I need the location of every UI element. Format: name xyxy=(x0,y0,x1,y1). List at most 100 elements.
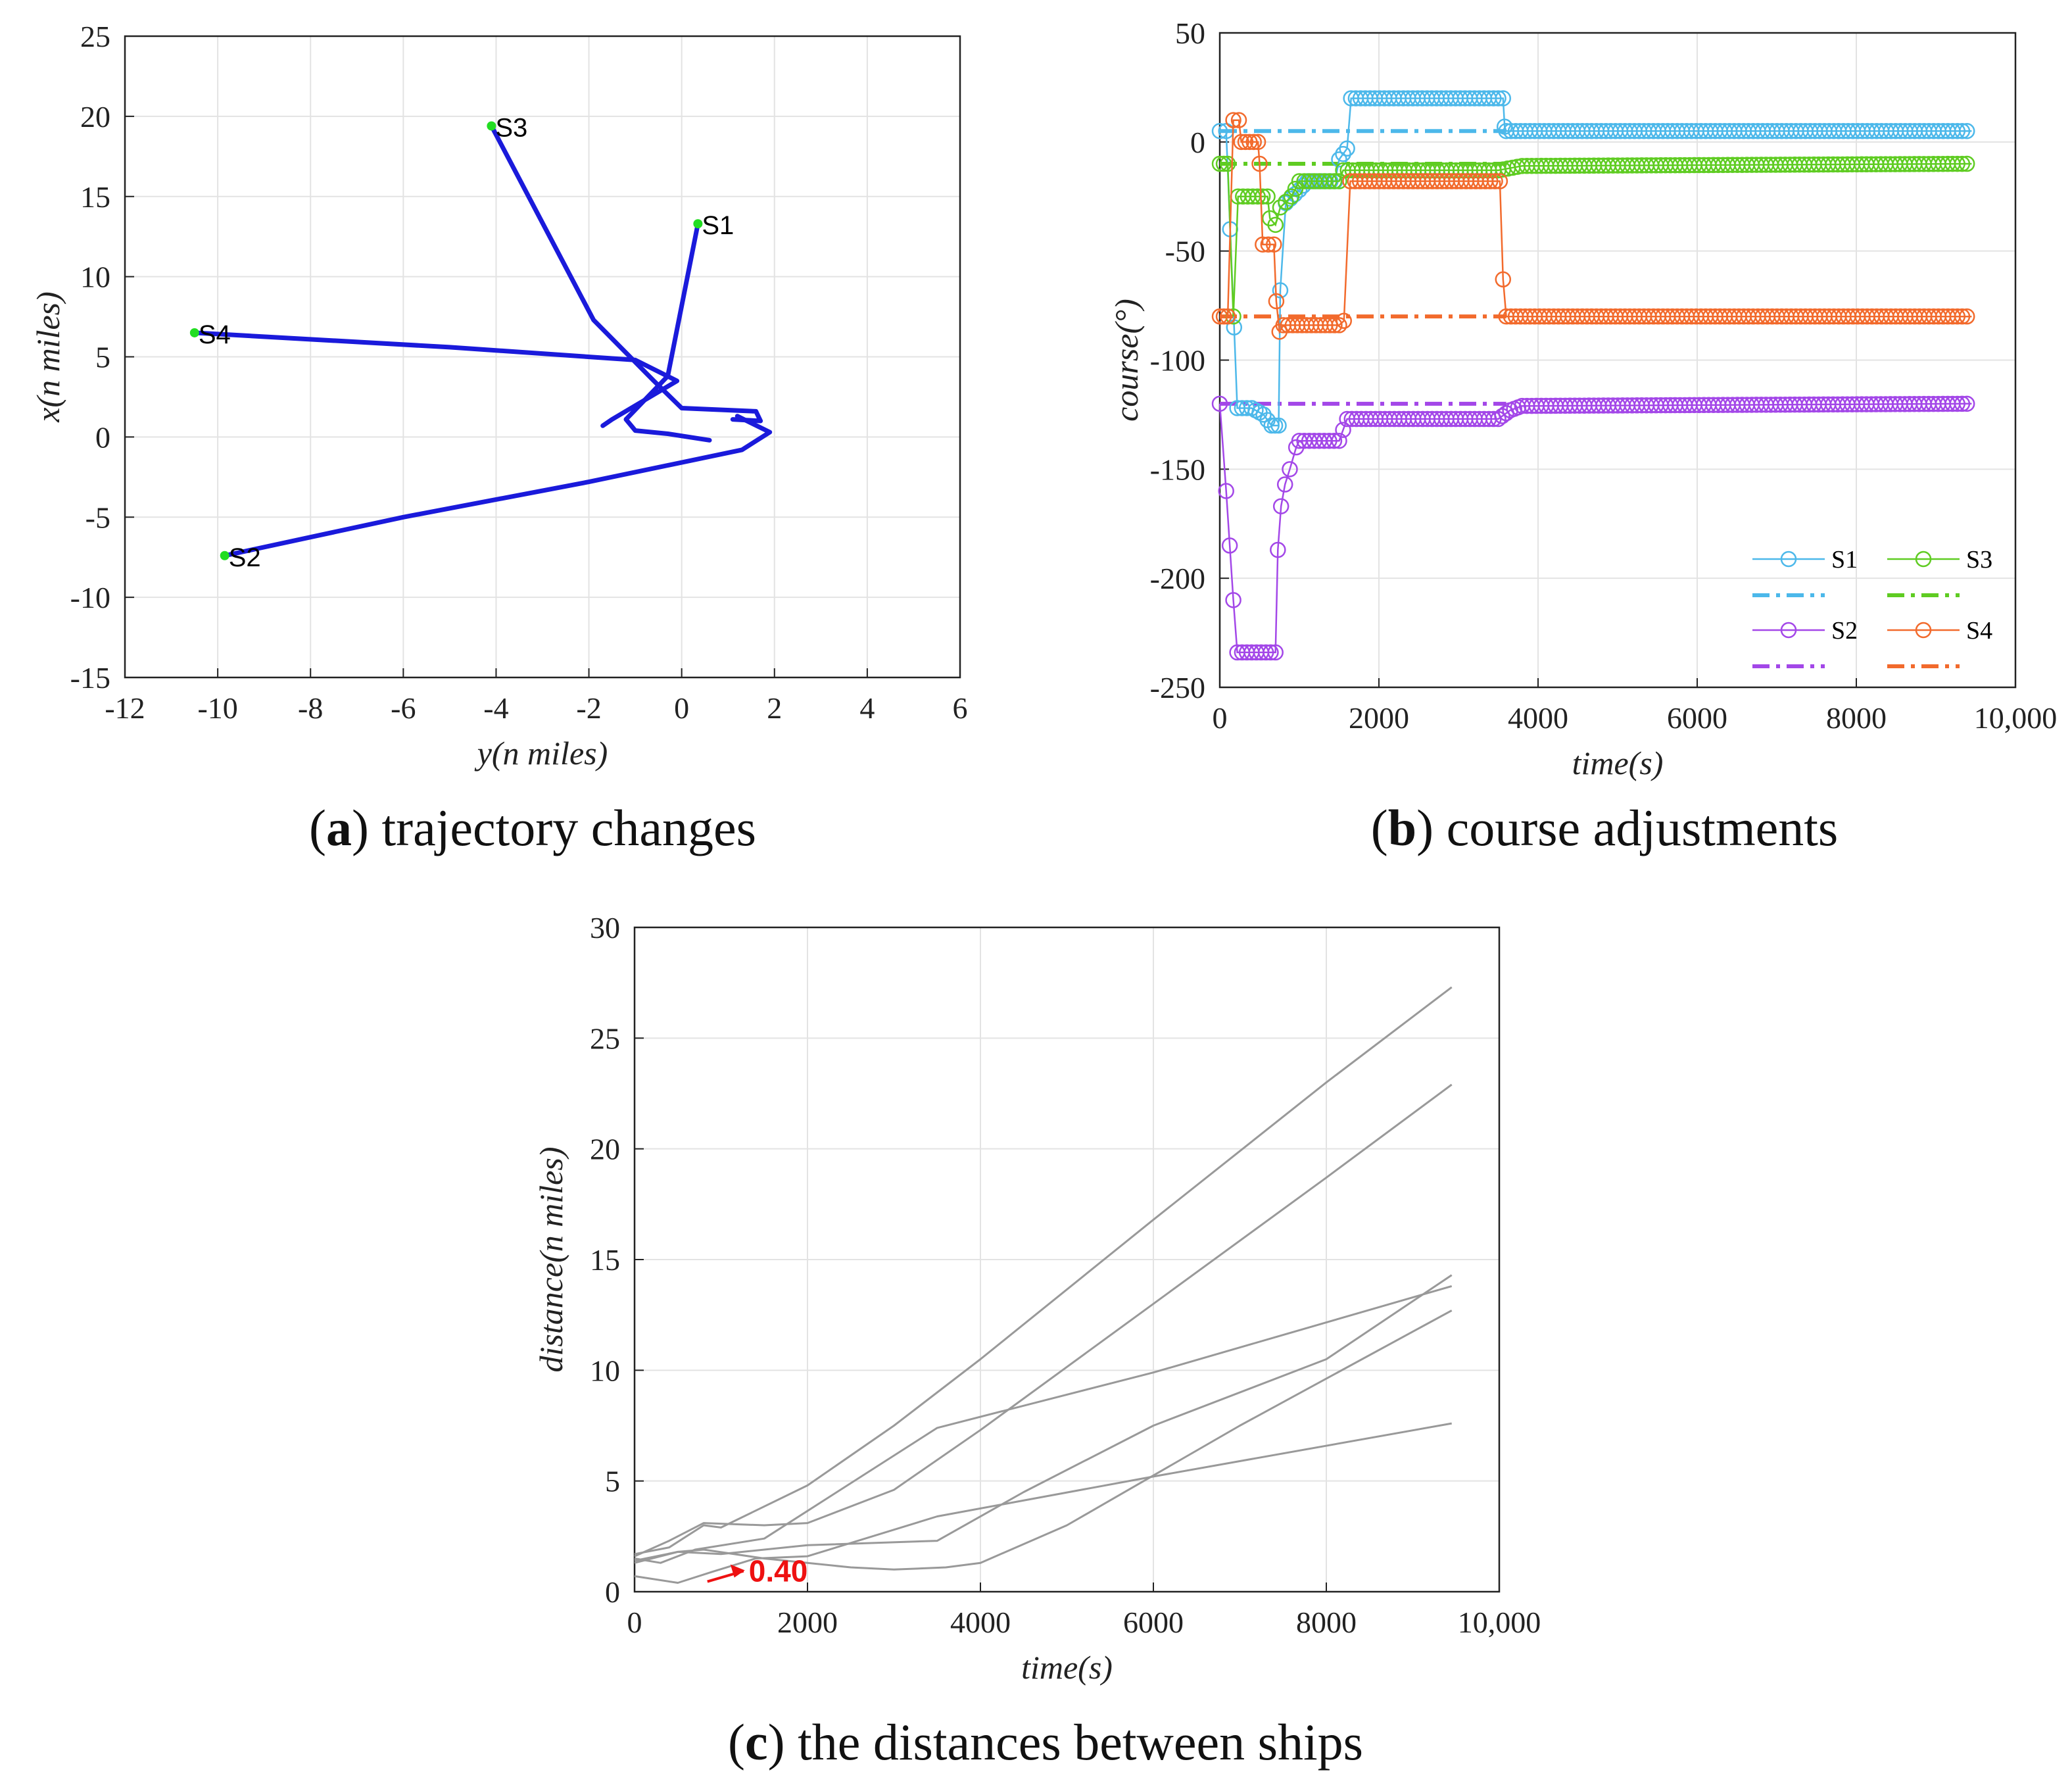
course-markers-S2 xyxy=(1211,395,1975,661)
course-marker-S4 xyxy=(1241,134,1258,151)
x-tick-label: 0 xyxy=(627,1606,642,1639)
caption-a-letter: a xyxy=(326,799,352,856)
course-marker-S3 xyxy=(1283,188,1300,205)
x-axis-label: time(s) xyxy=(1021,1649,1113,1686)
course-marker-S3 xyxy=(1249,188,1266,205)
caption-c-close: ) xyxy=(768,1713,785,1771)
course-marker-S4 xyxy=(1268,293,1285,310)
course-marker-S4 xyxy=(1266,236,1282,253)
ship-label-S1: S1 xyxy=(702,211,734,240)
y-tick-label: -10 xyxy=(70,581,110,614)
y-tick-label: 5 xyxy=(605,1465,620,1498)
course-marker-S4 xyxy=(1233,134,1249,151)
course-marker-S1 xyxy=(1263,417,1280,434)
distance-line-d4 xyxy=(634,1274,1453,1562)
legend-label-S3: S3 xyxy=(1966,546,1992,574)
legend-label-S1: S1 xyxy=(1831,546,1858,574)
y-tick-label: -50 xyxy=(1165,235,1205,268)
course-marker-S2 xyxy=(1490,410,1506,428)
course-marker-S2 xyxy=(1272,498,1289,514)
course-marker-S2 xyxy=(1326,432,1343,449)
course-marker-S2 xyxy=(1218,483,1234,499)
panel-c-distance: 0 2000 4000 6000 8000 10,000 0 5 10 15 20 25 30 time(… xyxy=(533,911,1541,1686)
y-tick-label: 10 xyxy=(590,1354,620,1387)
ship-label-S2: S2 xyxy=(229,543,261,572)
distance-line-d1 xyxy=(634,986,1453,1556)
legend-marker-S1 xyxy=(1780,551,1797,568)
course-marker-S2 xyxy=(1331,432,1347,449)
x-tick-label: 6000 xyxy=(1123,1606,1184,1639)
annotation-arrow-head xyxy=(730,1564,745,1578)
x-tick-label: 0 xyxy=(1213,701,1228,735)
course-marker-S4 xyxy=(1260,236,1277,253)
caption-b: (b) course adjustments xyxy=(1371,799,1839,856)
course-marker-S3 xyxy=(1331,173,1347,189)
x-tick-label: 6 xyxy=(953,691,968,725)
x-tick-label: -2 xyxy=(576,691,601,725)
course-marker-S3 xyxy=(1954,155,1971,172)
trajectory-S1 xyxy=(623,221,712,443)
y-tick-label: 10 xyxy=(80,260,110,294)
caption-c-open: ( xyxy=(728,1713,745,1771)
x-tick-label: 6000 xyxy=(1667,701,1727,735)
x-tick-label: 2000 xyxy=(1349,701,1409,735)
course-marker-S2 xyxy=(1321,432,1337,449)
course-marker-S3 xyxy=(1219,155,1236,172)
plot-frame xyxy=(124,35,961,679)
legend: S1 S3 S2 S4 xyxy=(1752,546,1992,668)
course-marker-S3 xyxy=(1326,173,1343,189)
course-marker-S4 xyxy=(1331,317,1347,333)
y-tick-label: -5 xyxy=(85,501,110,534)
caption-a-open: ( xyxy=(309,799,326,856)
distance-line-d5 xyxy=(634,1422,1452,1584)
start-marker-S4 xyxy=(189,328,199,337)
course-marker-S2 xyxy=(1221,537,1238,554)
course-marker-S1 xyxy=(1495,90,1512,107)
course-marker-S2 xyxy=(1958,395,1975,412)
x-tick-label: 0 xyxy=(674,691,689,725)
course-marker-S1 xyxy=(1272,282,1289,299)
course-marker-S2 xyxy=(1270,541,1286,558)
x-tick-label: 4000 xyxy=(950,1606,1011,1639)
caption-c: (c) the distances between ships xyxy=(728,1713,1363,1771)
course-marker-S3 xyxy=(1949,155,1965,172)
course-marker-S3 xyxy=(1267,216,1284,233)
start-marker-S2 xyxy=(220,551,229,560)
course-marker-S1 xyxy=(1255,406,1272,423)
y-tick-label: 0 xyxy=(1190,126,1205,159)
x-axis-label: y(n miles) xyxy=(474,735,608,772)
course-marker-S1 xyxy=(1335,145,1351,162)
caption-b-close: ) xyxy=(1416,799,1434,856)
y-tick-label: 20 xyxy=(80,100,110,134)
panel-b-course: 0 2000 4000 6000 8000 10,000 -250 -200 -150 -100 -… xyxy=(1108,16,2057,781)
legend-label-S4: S4 xyxy=(1966,617,1992,645)
course-marker-S4 xyxy=(1251,155,1268,172)
course-marker-S4 xyxy=(1482,173,1499,189)
y-tick-label: 0 xyxy=(605,1575,620,1609)
course-marker-S4 xyxy=(1245,134,1262,151)
course-marker-S4 xyxy=(1255,236,1271,253)
course-marker-S2 xyxy=(1276,476,1293,493)
y-axis-label: distance(n miles) xyxy=(533,1147,569,1373)
course-marker-S4 xyxy=(1954,308,1971,325)
course-marker-S4 xyxy=(1326,317,1343,333)
plot-frame xyxy=(1218,32,2017,689)
distance-line-d2 xyxy=(634,1083,1453,1558)
course-marker-S3 xyxy=(1254,188,1271,205)
y-tick-label: 0 xyxy=(95,420,110,454)
course-marker-S4 xyxy=(1211,308,1228,325)
course-marker-S3 xyxy=(1321,173,1337,189)
y-axis-label: x(n miles) xyxy=(30,291,66,423)
caption-c-letter: c xyxy=(745,1713,768,1771)
course-marker-S1 xyxy=(1949,123,1966,139)
course-marker-S2 xyxy=(1954,395,1971,412)
start-marker-S1 xyxy=(693,219,703,229)
legend-marker-S4 xyxy=(1915,622,1932,639)
course-marker-S1 xyxy=(1490,90,1506,107)
plot-frame xyxy=(633,926,1501,1593)
caption-b-open: ( xyxy=(1371,799,1388,856)
trajectory-S4 xyxy=(192,330,680,428)
course-marker-S2 xyxy=(1282,461,1298,478)
course-marker-S2 xyxy=(1257,644,1274,661)
